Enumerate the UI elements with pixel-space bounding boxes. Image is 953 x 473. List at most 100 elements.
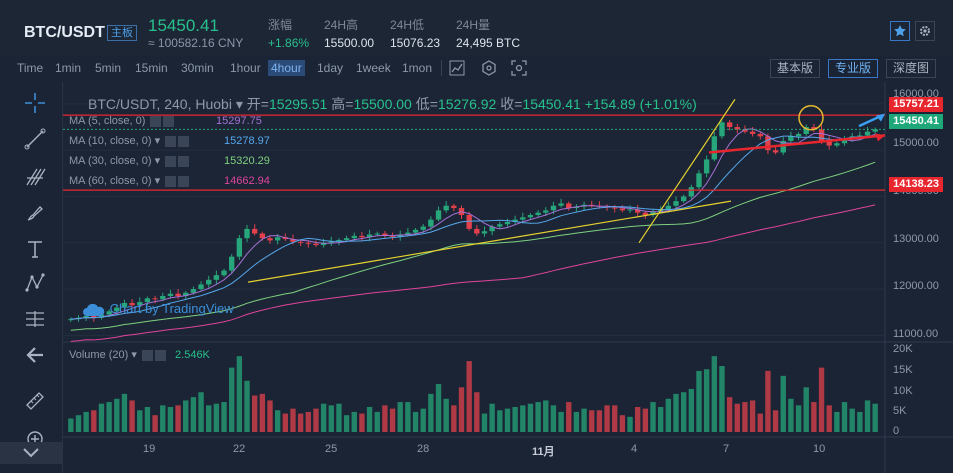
candle-body xyxy=(719,122,725,137)
ma60-legend[interactable]: MA (60, close, 0) ▾ xyxy=(69,174,190,188)
volume-bar xyxy=(259,393,266,432)
tf-1min[interactable]: 1min xyxy=(55,61,82,75)
candle-body xyxy=(826,140,832,146)
crosshair-tool[interactable] xyxy=(22,90,48,116)
chevron-down-icon[interactable]: ▾ xyxy=(131,349,137,361)
tf-15min[interactable]: 15min xyxy=(135,61,168,75)
volume-bar xyxy=(428,393,434,432)
candle-body xyxy=(190,289,197,293)
volume-bar xyxy=(236,356,243,432)
legend-chevron-icon[interactable]: ▾ xyxy=(235,96,243,112)
close-label: 收= xyxy=(500,96,523,112)
candle-body xyxy=(144,298,151,303)
support-price-tag: 14138.23 xyxy=(889,177,943,192)
volume-bar xyxy=(106,402,112,432)
candle-body xyxy=(451,205,457,209)
candle-body xyxy=(274,237,281,241)
tf-1week[interactable]: 1week xyxy=(356,61,391,75)
tf-1day[interactable]: 1day xyxy=(317,61,344,75)
ma5-legend[interactable]: MA (5, close, 0) xyxy=(69,114,175,128)
volume-bar xyxy=(749,400,756,432)
close-mini-icon[interactable] xyxy=(178,175,190,187)
indicator-settings-button[interactable] xyxy=(480,59,498,77)
brush-tool[interactable] xyxy=(22,200,48,226)
pattern-tool[interactable] xyxy=(22,270,48,296)
tf-1hour[interactable]: 1hour xyxy=(230,61,261,75)
volume-bar xyxy=(129,400,135,432)
close-mini-icon[interactable] xyxy=(154,349,166,361)
settings-mini-icon[interactable] xyxy=(150,115,162,127)
measure-tool[interactable] xyxy=(22,306,48,332)
volume-bar xyxy=(274,410,281,432)
ma30-legend[interactable]: MA (30, close, 0) ▾ xyxy=(69,154,190,168)
cny-price: ≈ 100582.16 CNY xyxy=(148,36,244,50)
volume-bar xyxy=(83,411,89,432)
x-tick: 25 xyxy=(325,443,338,455)
volume-bar xyxy=(397,402,403,432)
candle-body xyxy=(680,196,687,202)
candle-body xyxy=(405,232,411,235)
settings-mini-icon[interactable] xyxy=(165,175,177,187)
settings-mini-icon[interactable] xyxy=(141,349,153,361)
screenshot-button[interactable] xyxy=(510,59,528,77)
fib-tool[interactable] xyxy=(22,164,48,190)
candle-body xyxy=(558,203,564,206)
chart-type-button[interactable] xyxy=(448,59,466,77)
range-icon xyxy=(26,311,44,327)
candle-body xyxy=(696,173,702,188)
close-mini-icon[interactable] xyxy=(178,135,190,147)
settings-mini-icon[interactable] xyxy=(165,155,177,167)
text-tool[interactable] xyxy=(22,236,48,262)
tf-30min[interactable]: 30min xyxy=(181,61,214,75)
candle-body xyxy=(543,210,549,213)
collapse-toolbar-button[interactable] xyxy=(0,442,62,464)
pro-view-button[interactable]: 专业版 xyxy=(828,59,879,78)
hexagon-settings-icon xyxy=(482,60,496,76)
candle-body xyxy=(811,127,817,130)
candlestick-chart[interactable] xyxy=(63,82,953,473)
chevron-down-icon[interactable]: ▾ xyxy=(154,175,161,187)
volume-bar xyxy=(726,397,733,432)
candle-body xyxy=(864,131,871,136)
favorite-star-button[interactable] xyxy=(890,21,910,41)
trendline-tool[interactable] xyxy=(22,126,48,152)
back-button[interactable] xyxy=(22,342,48,368)
close-mini-icon[interactable] xyxy=(178,155,190,167)
settings-mini-icon[interactable] xyxy=(165,135,177,147)
close-mini-icon[interactable] xyxy=(163,115,175,127)
basic-view-button[interactable]: 基本版 xyxy=(770,59,821,78)
highlight-circle xyxy=(798,105,824,131)
volume-bar xyxy=(558,411,564,432)
vol-tick: 5K xyxy=(893,405,907,417)
tf-time[interactable]: Time xyxy=(17,61,44,75)
stat-change: 涨幅 +1.86% xyxy=(268,16,309,52)
legend-title[interactable]: BTC/USDT, 240, Huobi xyxy=(88,96,232,112)
ruler-tool[interactable] xyxy=(22,388,48,414)
volume-bar xyxy=(213,403,220,432)
candle-body xyxy=(435,210,442,220)
volume-bar xyxy=(619,415,626,432)
settings-button[interactable] xyxy=(915,21,935,41)
tf-1mon[interactable]: 1mon xyxy=(402,61,433,75)
tradingview-watermark[interactable]: Chart by TradingView xyxy=(82,301,234,318)
ma10-legend[interactable]: MA (10, close, 0) ▾ xyxy=(69,134,190,148)
tf-5min[interactable]: 5min xyxy=(95,61,122,75)
volume-bar xyxy=(198,392,204,432)
ma-label: MA (60, close, 0) xyxy=(69,175,152,187)
x-tick: 4 xyxy=(631,443,638,455)
volume-bar xyxy=(366,406,373,432)
volume-legend[interactable]: Volume (20) ▾ 2.546K xyxy=(69,348,210,361)
stat-value: 15076.23 xyxy=(390,36,441,50)
volume-bar xyxy=(114,398,120,432)
chevron-down-icon[interactable]: ▾ xyxy=(154,135,161,147)
tf-4hour[interactable]: 4hour xyxy=(268,60,305,76)
candle-body xyxy=(566,203,572,209)
candle-body xyxy=(673,201,679,206)
candle-body xyxy=(374,233,380,235)
volume-bar xyxy=(696,370,702,432)
volume-bar xyxy=(596,410,603,432)
depth-chart-button[interactable]: 深度图 xyxy=(886,59,937,78)
pair-title[interactable]: BTC/USDT xyxy=(24,24,105,41)
candle-body xyxy=(734,127,740,130)
chevron-down-icon[interactable]: ▾ xyxy=(154,155,161,167)
